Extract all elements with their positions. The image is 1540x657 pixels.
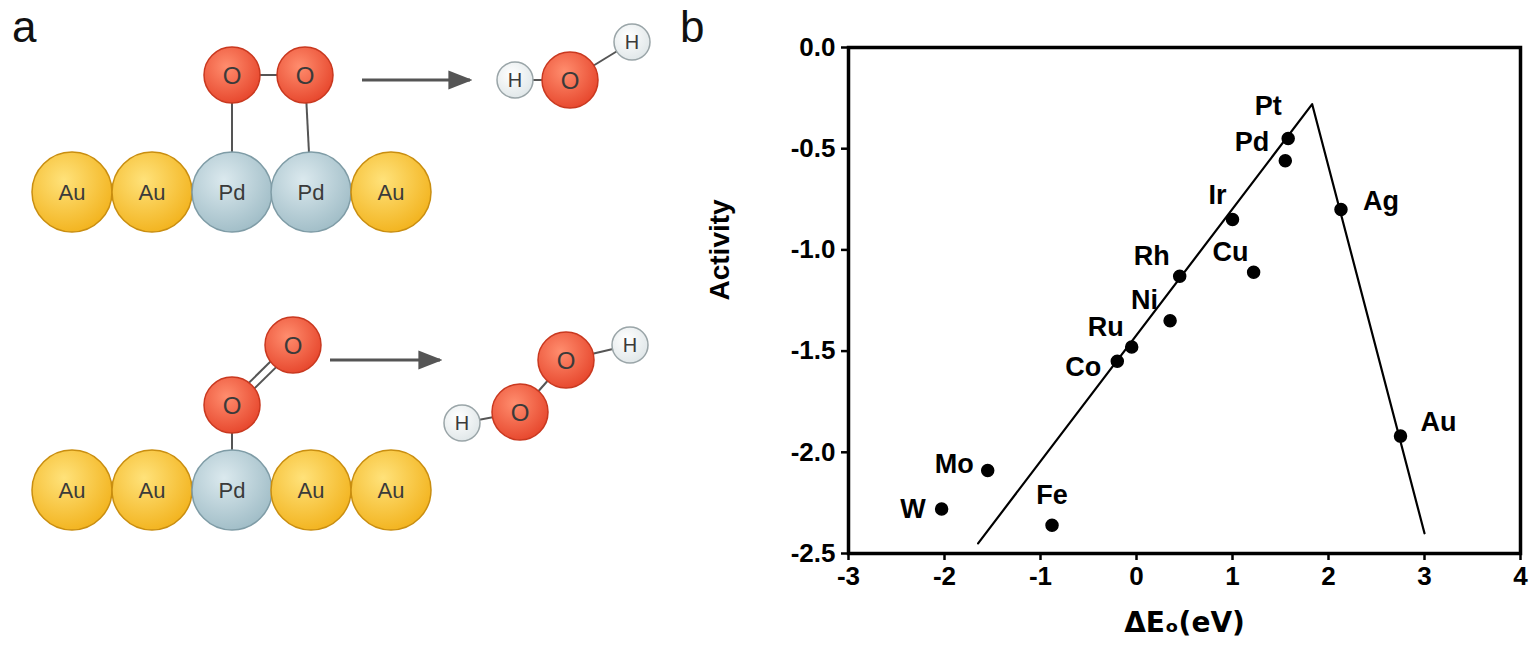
svg-text:-2: -2 xyxy=(933,561,956,591)
html-text:a: a xyxy=(12,2,37,51)
svg-text:Pd: Pd xyxy=(219,180,246,205)
svg-text:Pd: Pd xyxy=(298,180,325,205)
svg-text:-1: -1 xyxy=(1029,561,1052,591)
svg-text:3: 3 xyxy=(1417,561,1431,591)
svg-text:Ni: Ni xyxy=(1131,285,1159,316)
svg-text:Rh: Rh xyxy=(1134,241,1170,271)
svg-text:O: O xyxy=(296,62,315,89)
svg-text:Au: Au xyxy=(378,180,405,205)
svg-text:O: O xyxy=(511,399,530,426)
svg-text:Pd: Pd xyxy=(1235,127,1270,157)
svg-text:O: O xyxy=(223,392,242,419)
svg-text:4: 4 xyxy=(1513,561,1528,591)
svg-text:Ru: Ru xyxy=(1088,312,1124,342)
svg-text:-2.0: -2.0 xyxy=(791,437,836,467)
svg-text:Mo: Mo xyxy=(935,449,974,479)
svg-text:O: O xyxy=(223,62,242,89)
svg-text:Pd: Pd xyxy=(219,478,246,503)
html-text:b: b xyxy=(680,2,705,51)
svg-text:2: 2 xyxy=(1321,561,1335,591)
svg-text:Activity: Activity xyxy=(704,199,735,301)
svg-text:O: O xyxy=(557,347,576,374)
svg-text:-1.0: -1.0 xyxy=(791,234,836,264)
svg-text:Pt: Pt xyxy=(1255,91,1282,121)
svg-text:Cu: Cu xyxy=(1213,237,1249,267)
svg-text:O: O xyxy=(284,332,303,359)
svg-text:Au: Au xyxy=(139,478,166,503)
svg-text:-2.5: -2.5 xyxy=(791,538,836,568)
svg-text:0: 0 xyxy=(1129,561,1143,591)
svg-text:1: 1 xyxy=(1225,561,1239,591)
svg-text:W: W xyxy=(900,494,926,524)
svg-text:ΔEₒ(eV): ΔEₒ(eV) xyxy=(1124,606,1245,639)
svg-text:H: H xyxy=(508,69,522,91)
svg-text:Au: Au xyxy=(298,478,325,503)
svg-text:H: H xyxy=(623,334,637,356)
svg-text:Ag: Ag xyxy=(1363,186,1399,216)
svg-text:Au: Au xyxy=(1421,407,1457,437)
svg-text:Au: Au xyxy=(378,478,405,503)
svg-text:Au: Au xyxy=(139,180,166,205)
svg-text:0.0: 0.0 xyxy=(799,32,835,62)
svg-text:-1.5: -1.5 xyxy=(791,335,836,365)
svg-text:Au: Au xyxy=(59,180,86,205)
svg-text:Ir: Ir xyxy=(1208,180,1227,210)
svg-text:Fe: Fe xyxy=(1036,480,1068,510)
svg-text:-0.5: -0.5 xyxy=(791,133,836,163)
svg-text:Co: Co xyxy=(1065,352,1101,382)
svg-text:H: H xyxy=(455,412,469,434)
svg-text:H: H xyxy=(625,31,639,53)
svg-text:-3: -3 xyxy=(837,561,860,591)
svg-text:Au: Au xyxy=(59,478,86,503)
svg-text:O: O xyxy=(561,67,580,94)
